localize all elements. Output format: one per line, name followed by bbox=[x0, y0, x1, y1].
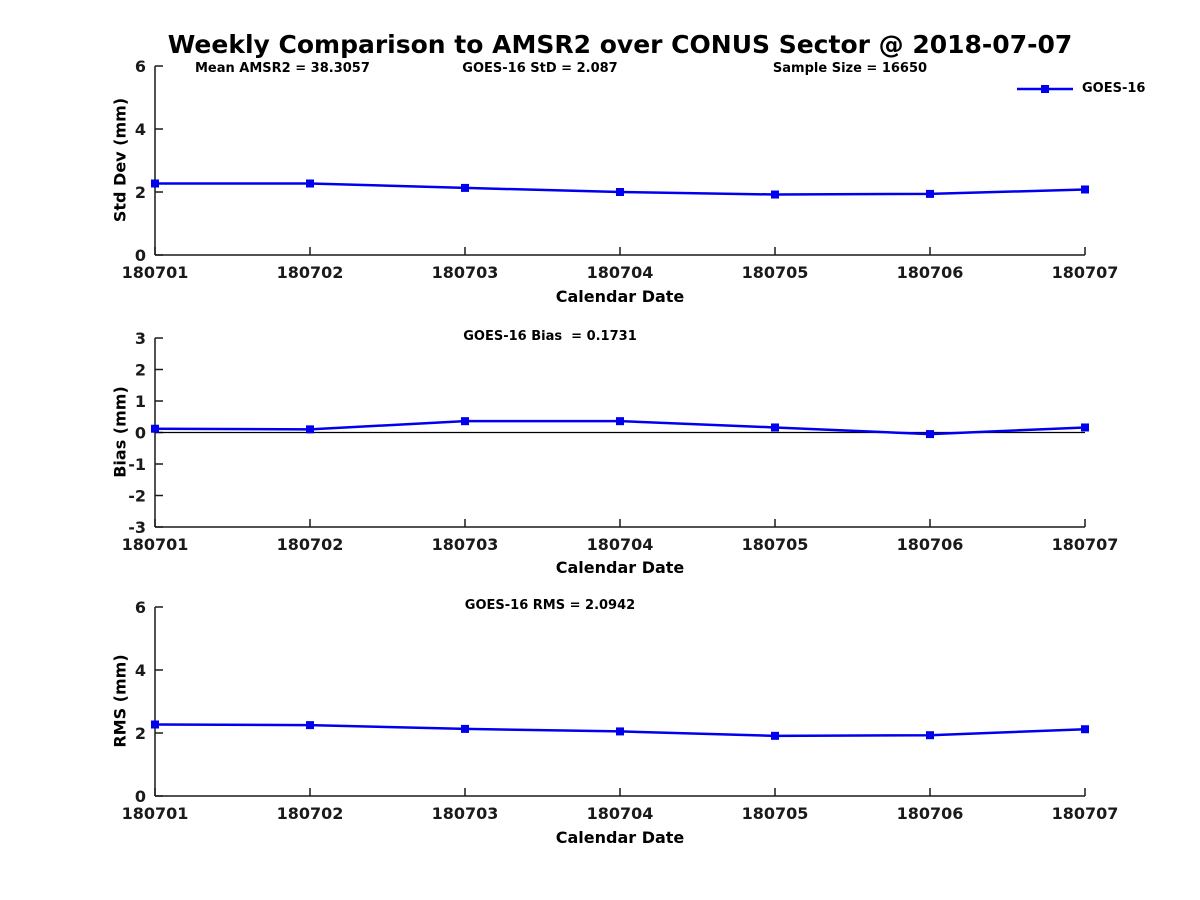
y-tick-label: -3 bbox=[128, 518, 146, 537]
x-tick-label: 180701 bbox=[122, 263, 189, 282]
data-point-marker bbox=[771, 731, 779, 740]
annotation-goes16-std: GOES-16 StD = 2.087 bbox=[462, 61, 618, 76]
x-tick-label: 180701 bbox=[122, 804, 189, 823]
x-tick-label: 180705 bbox=[742, 535, 809, 554]
data-point-marker bbox=[151, 179, 159, 188]
data-point-marker bbox=[306, 425, 314, 434]
x-tick-label: 180707 bbox=[1052, 535, 1119, 554]
y-tick-label: 4 bbox=[135, 661, 146, 680]
data-point-marker bbox=[306, 721, 314, 730]
y-tick-label: 2 bbox=[135, 361, 146, 380]
x-tick-label: 180703 bbox=[432, 263, 499, 282]
data-point-marker bbox=[151, 720, 159, 729]
y-tick-label: 0 bbox=[135, 787, 146, 806]
annotation-goes16-bias: GOES-16 Bias = 0.1731 bbox=[463, 329, 637, 344]
x-tick-label: 180704 bbox=[587, 535, 654, 554]
x-tick-label: 180702 bbox=[277, 263, 344, 282]
y-tick-label: 0 bbox=[135, 246, 146, 265]
legend-label: GOES-16 bbox=[1082, 81, 1146, 96]
y-tick-label: 2 bbox=[135, 724, 146, 743]
annotation-mean-amsr2: Mean AMSR2 = 38.3057 bbox=[195, 61, 370, 76]
x-tick-label: 180703 bbox=[432, 535, 499, 554]
y-axis-label-bias: Bias (mm) bbox=[110, 386, 130, 478]
data-point-marker bbox=[926, 189, 934, 198]
y-axis-label-std-dev: Std Dev (mm) bbox=[110, 97, 130, 223]
y-tick-label: 6 bbox=[135, 598, 146, 617]
legend-line-marker-icon bbox=[1017, 84, 1073, 93]
chart-title: Weekly Comparison to AMSR2 over CONUS Se… bbox=[167, 30, 1073, 59]
y-axis-label-rms: RMS (mm) bbox=[110, 654, 130, 748]
x-axis-label-middle: Calendar Date bbox=[555, 558, 685, 577]
y-tick-label: 6 bbox=[135, 57, 146, 76]
x-tick-label: 180702 bbox=[277, 535, 344, 554]
x-tick-label: 180705 bbox=[742, 804, 809, 823]
data-point-marker bbox=[461, 183, 469, 192]
x-axis-label-bottom: Calendar Date bbox=[555, 828, 685, 847]
data-point-marker bbox=[616, 417, 624, 426]
x-tick-label: 180701 bbox=[122, 535, 189, 554]
y-tick-label: -2 bbox=[128, 487, 146, 506]
data-point-marker bbox=[616, 727, 624, 736]
y-tick-label: -1 bbox=[128, 455, 146, 474]
x-tick-label: 180706 bbox=[897, 804, 964, 823]
x-tick-label: 180706 bbox=[897, 535, 964, 554]
y-tick-label: 0 bbox=[135, 424, 146, 443]
data-point-marker bbox=[771, 423, 779, 432]
y-tick-label: 2 bbox=[135, 183, 146, 202]
x-tick-label: 180704 bbox=[587, 263, 654, 282]
data-point-marker bbox=[306, 179, 314, 188]
data-point-marker bbox=[1081, 423, 1089, 432]
x-tick-label: 180704 bbox=[587, 804, 654, 823]
data-point-marker bbox=[1081, 185, 1089, 194]
x-tick-label: 180707 bbox=[1052, 804, 1119, 823]
y-tick-label: 4 bbox=[135, 120, 146, 139]
x-tick-label: 180702 bbox=[277, 804, 344, 823]
x-tick-label: 180707 bbox=[1052, 263, 1119, 282]
x-tick-label: 180705 bbox=[742, 263, 809, 282]
x-tick-label: 180706 bbox=[897, 263, 964, 282]
y-tick-label: 1 bbox=[135, 392, 146, 411]
data-point-marker bbox=[926, 430, 934, 439]
annotation-sample-size: Sample Size = 16650 bbox=[772, 61, 928, 76]
data-point-marker bbox=[926, 731, 934, 740]
x-tick-label: 180703 bbox=[432, 804, 499, 823]
data-point-marker bbox=[461, 417, 469, 426]
data-point-marker bbox=[151, 424, 159, 433]
x-axis-label-top: Calendar Date bbox=[555, 287, 685, 306]
annotation-goes16-rms: GOES-16 RMS = 2.0942 bbox=[464, 598, 636, 613]
legend: GOES-16 bbox=[1016, 81, 1145, 96]
y-tick-label: 3 bbox=[135, 329, 146, 348]
data-point-marker bbox=[616, 188, 624, 196]
data-point-marker bbox=[771, 190, 779, 199]
data-point-marker bbox=[461, 724, 469, 733]
data-point-marker bbox=[1081, 725, 1089, 734]
